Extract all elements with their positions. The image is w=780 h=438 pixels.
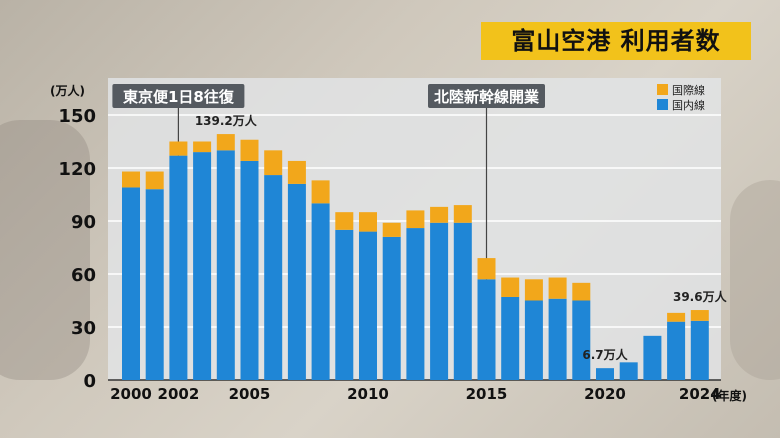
bar-domestic [596,368,614,380]
bar-domestic [430,222,449,380]
bar-international [667,312,686,322]
x-tick-label: 2024 [679,385,721,403]
bar-international [287,160,306,184]
x-tick-label: 2015 [466,385,508,403]
bar-international [193,141,212,153]
bar-domestic [643,335,662,380]
bar-domestic [264,175,283,380]
bar-domestic [335,229,354,380]
bar-international [477,258,496,280]
bar-domestic [619,362,638,380]
bar-international [240,139,259,161]
y-axis-unit: (万人) [50,83,85,98]
bar-international [145,171,164,190]
y-tick-label: 90 [71,212,96,233]
bar-domestic [501,296,520,380]
legend-label: 国際線 [672,83,705,97]
bar-domestic [287,183,306,380]
x-tick-label: 2000 [110,385,152,403]
y-tick-label: 120 [58,159,96,180]
y-tick-label: 0 [83,371,96,392]
bar-domestic [359,231,377,380]
bar-international [572,282,591,301]
bar-domestic [145,189,164,380]
y-tick-label: 60 [71,265,96,286]
bar-international [453,205,472,223]
data-label: 139.2万人 [195,113,258,128]
data-label: 39.6万人 [673,289,728,304]
bar-international [335,212,354,230]
y-tick-label: 30 [71,318,96,339]
bar-international [524,279,543,301]
bar-domestic [572,300,591,380]
x-axis-unit: (年度) [712,388,747,403]
bar-international [690,310,709,321]
annotation-text: 東京便1日8往復 [123,88,235,106]
bar-international [216,134,235,151]
background-blur-right [730,180,780,380]
data-label: 6.7万人 [582,347,628,362]
bar-international [122,171,140,188]
x-tick-label: 2010 [347,385,389,403]
bar-domestic [240,160,259,380]
annotation-box [112,84,245,108]
bar-domestic [311,203,330,380]
bar-domestic [667,321,686,380]
x-tick-label: 2002 [158,385,200,403]
bar-domestic [382,236,401,380]
bar-international [548,277,567,299]
bar-domestic [193,152,212,380]
annotation-box [428,84,545,108]
bar-international [359,212,377,232]
background-blur-left [0,120,90,380]
bar-international [501,277,520,297]
annotation-text: 北陸新幹線開業 [434,88,540,106]
bar-domestic [690,320,709,380]
bar-international [406,210,425,229]
x-tick-label: 2020 [584,385,626,403]
bar-domestic [216,150,235,380]
x-tick-label: 2005 [229,385,271,403]
legend-label: 国内線 [672,98,705,112]
bar-domestic [169,155,188,380]
bar-international [264,150,283,176]
bar-international [382,222,401,237]
legend-swatch [657,84,668,95]
bar-domestic [122,187,140,380]
bar-international [311,180,330,204]
bar-international [169,141,188,156]
bar-domestic [477,279,496,380]
bar-domestic [548,298,567,380]
y-tick-label: 150 [58,106,96,127]
bar-domestic [406,228,425,380]
bar-international [430,206,449,223]
legend-swatch [657,99,668,110]
bar-domestic [524,300,543,380]
bar-domestic [453,222,472,380]
chart-title: 富山空港 利用者数 [481,22,751,60]
